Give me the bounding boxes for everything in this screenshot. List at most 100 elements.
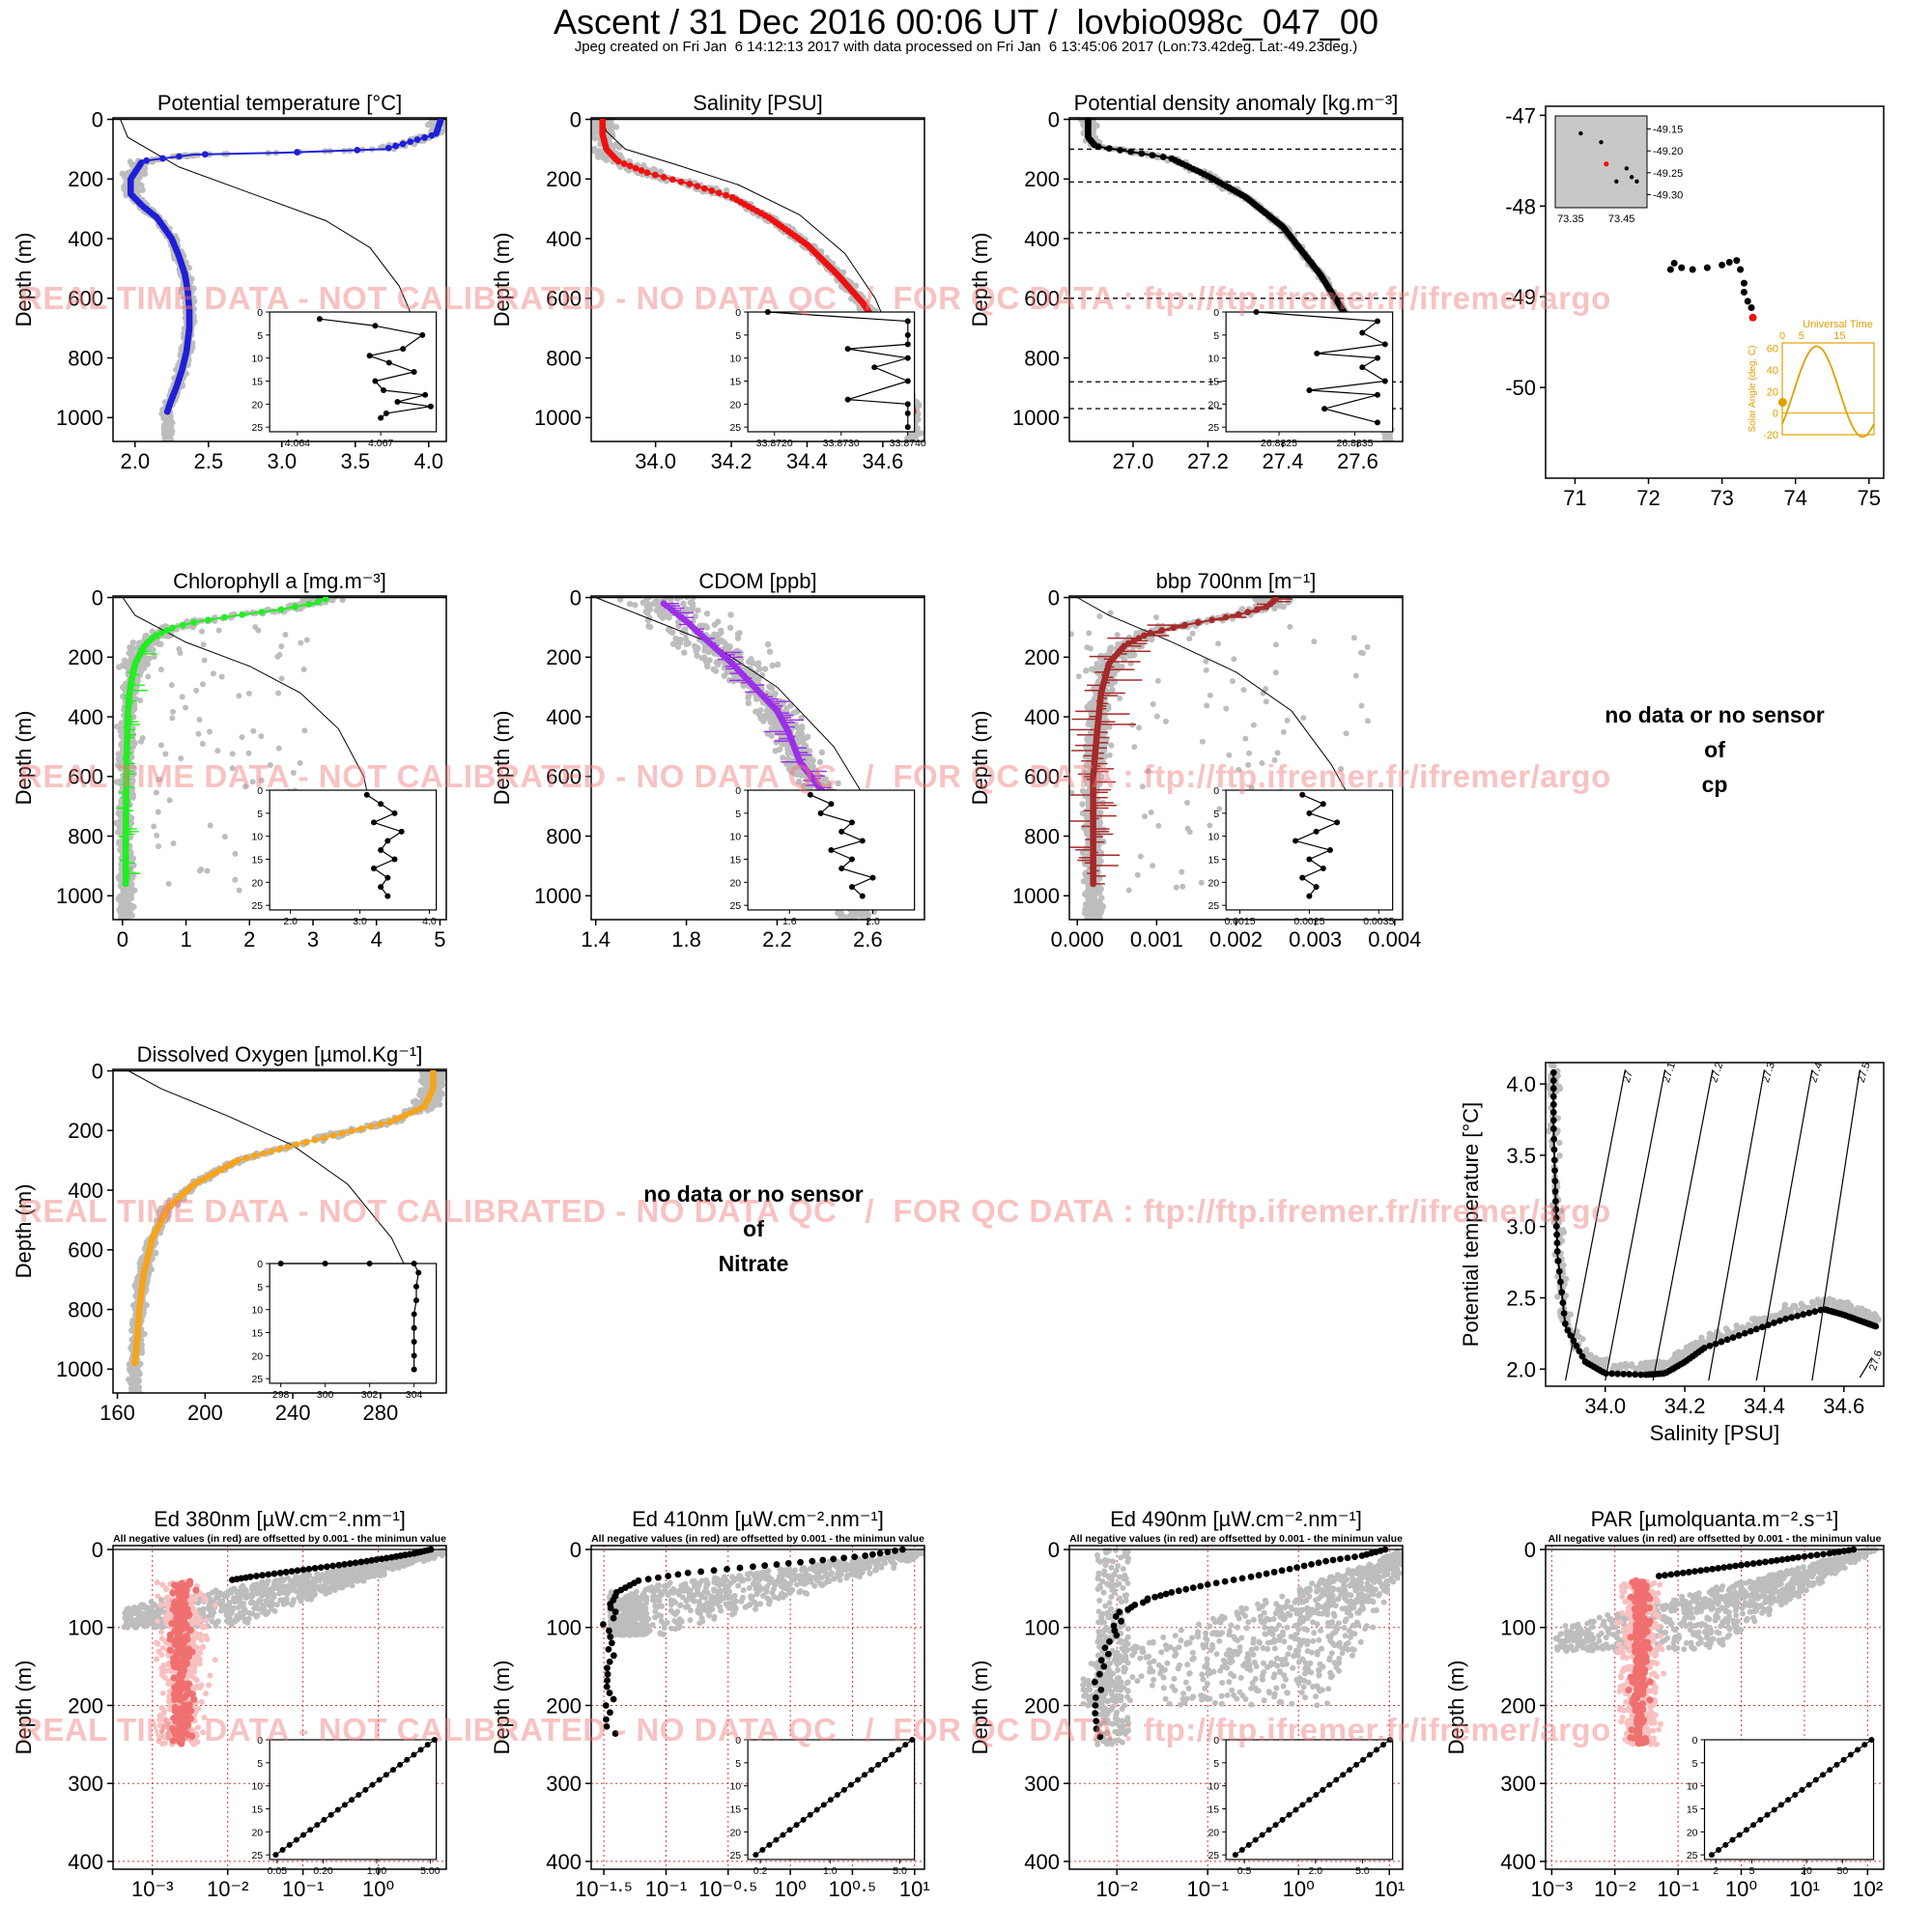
salinity-ytick-label: 1000 xyxy=(534,406,582,430)
salinity-profile-point xyxy=(668,176,676,184)
chlorophyll-ytick-label: 400 xyxy=(68,705,103,729)
salinity-profile-point xyxy=(632,164,639,172)
chlorophyll-history-point xyxy=(129,886,136,894)
density-inset-point xyxy=(1253,309,1260,315)
salinity-inset-point xyxy=(904,401,911,408)
chlorophyll-history-point xyxy=(130,862,137,868)
chlorophyll-history-point xyxy=(162,751,169,757)
salinity-chart: 34.0 34.2 34.4 34.602004006008001000Salinit… xyxy=(490,91,926,473)
chlorophyll-history-point xyxy=(179,694,185,700)
salinity-history-point xyxy=(602,153,609,159)
salinity-profile-point xyxy=(700,185,708,192)
temperature-ytick-label: 0 xyxy=(92,107,103,131)
density-inset-ytick-label: 0 xyxy=(1213,307,1219,319)
density-inset-point xyxy=(1374,355,1380,361)
chlorophyll-history-point xyxy=(275,745,282,752)
density-inset-point xyxy=(1381,378,1388,384)
temperature-history-point xyxy=(136,174,143,182)
chlorophyll-history-point xyxy=(129,736,136,743)
chlorophyll-history-point xyxy=(290,769,297,776)
salinity-history-point xyxy=(594,121,601,128)
chlorophyll-history-point xyxy=(303,637,310,643)
salinity-inset-ytick-label: 0 xyxy=(735,307,741,319)
chlorophyll-profile-point xyxy=(190,619,198,626)
cdom-history-point xyxy=(721,672,727,679)
temperature-inset-ytick-label: 10 xyxy=(251,354,263,365)
salinity-profile-point xyxy=(626,162,634,170)
chlorophyll-history-point xyxy=(300,666,307,672)
chlorophyll-history-point xyxy=(154,832,160,838)
cdom-history-point xyxy=(768,725,775,732)
chlorophyll-history-point xyxy=(199,740,206,747)
salinity-inset-point xyxy=(904,341,911,348)
temperature-ytick-label: 600 xyxy=(68,287,103,311)
temperature-inset-point xyxy=(383,410,389,416)
temperature-inset-xtick-label: 4.067 xyxy=(368,438,393,449)
temperature-profile-point xyxy=(354,147,361,154)
salinity-xtick-label: 34.6 xyxy=(862,449,903,473)
chlorophyll-history-point xyxy=(200,641,207,648)
page-subtitle: Jpeg created on Fri Jan 6 14:12:13 2017 … xyxy=(574,39,1358,55)
density-inset-ytick-label: 20 xyxy=(1208,399,1219,411)
chlorophyll-inset-ytick-label: 5 xyxy=(257,809,263,820)
salinity-profile-point xyxy=(686,181,694,187)
density-xtick-label: 27.6 xyxy=(1337,449,1378,473)
temperature-history-point xyxy=(141,165,149,172)
temperature-ytick-label: 800 xyxy=(68,346,103,370)
chlorophyll-history-point xyxy=(236,887,242,894)
salinity-profile-point xyxy=(620,160,628,167)
density-profile-point xyxy=(1127,148,1135,156)
chlorophyll-history-point xyxy=(165,880,172,887)
chlorophyll-history-point xyxy=(258,733,265,740)
density-profile-point xyxy=(1117,146,1123,154)
chlorophyll-inset-point xyxy=(378,801,384,808)
density-inset-ytick-label: 10 xyxy=(1208,354,1219,365)
chlorophyll-xtick-label: 3 xyxy=(307,927,319,952)
chlorophyll-profile-point xyxy=(122,880,129,888)
chlorophyll-history-point xyxy=(127,644,133,651)
temperature-inset-point xyxy=(385,359,392,366)
salinity-inset-point xyxy=(844,396,851,403)
chlorophyll-history-point xyxy=(210,670,216,677)
chlorophyll-history-point xyxy=(199,628,206,635)
density-inset-point xyxy=(1374,391,1380,398)
chlorophyll-inset-ytick-label: 15 xyxy=(251,855,263,867)
chlorophyll-inset-point xyxy=(391,856,398,863)
chlorophyll-history-point xyxy=(113,724,120,730)
chlorophyll-inset-frame xyxy=(269,789,438,911)
temperature-ytick-label: 1000 xyxy=(56,406,103,430)
chlorophyll-inset-point xyxy=(384,893,391,899)
density-inset-ytick-label: 15 xyxy=(1208,377,1219,388)
chlorophyll-history-point xyxy=(136,671,143,679)
temperature-history-point xyxy=(424,121,432,128)
chlorophyll-inset-xtick-label: 4.0 xyxy=(422,916,437,927)
temperature-ytick-label: 200 xyxy=(68,167,103,191)
density-history-point xyxy=(1384,432,1391,439)
chlorophyll-history-point xyxy=(232,850,239,857)
chlorophyll-inset-point xyxy=(363,791,370,798)
chlorophyll-xtick-label: 2 xyxy=(243,927,255,952)
chlorophyll-history-point xyxy=(229,751,236,757)
chlorophyll-inset-xtick-label: 2.0 xyxy=(283,916,298,927)
chlorophyll-history-point xyxy=(177,650,184,657)
temperature-inset-ytick-label: 0 xyxy=(257,307,263,319)
density-inset-line xyxy=(1256,311,1387,423)
chlorophyll-inset-point xyxy=(370,866,377,872)
salinity-inset-point xyxy=(904,378,911,384)
page-title: Ascent / 31 Dec 2016 00:06 UT / lovbio09… xyxy=(554,2,1378,42)
density-inset-xtick-label: 26.8835 xyxy=(1336,438,1373,449)
chlorophyll-history-point xyxy=(118,752,125,758)
salinity-inset-ytick-label: 20 xyxy=(729,399,741,411)
salinity-xtick-label: 34.0 xyxy=(635,449,676,473)
chlorophyll-history-point xyxy=(130,870,137,878)
chlorophyll-history-point xyxy=(157,742,164,749)
salinity-inset-ytick-label: 10 xyxy=(729,354,741,365)
chlorophyll-history-point xyxy=(221,834,228,840)
density-inset-point xyxy=(1374,419,1380,426)
salinity-inset-ytick-label: 5 xyxy=(735,330,741,342)
density-inset-ytick-label: 5 xyxy=(1213,330,1219,342)
density-inset-point xyxy=(1359,329,1366,336)
temperature-profile-point xyxy=(143,156,150,164)
